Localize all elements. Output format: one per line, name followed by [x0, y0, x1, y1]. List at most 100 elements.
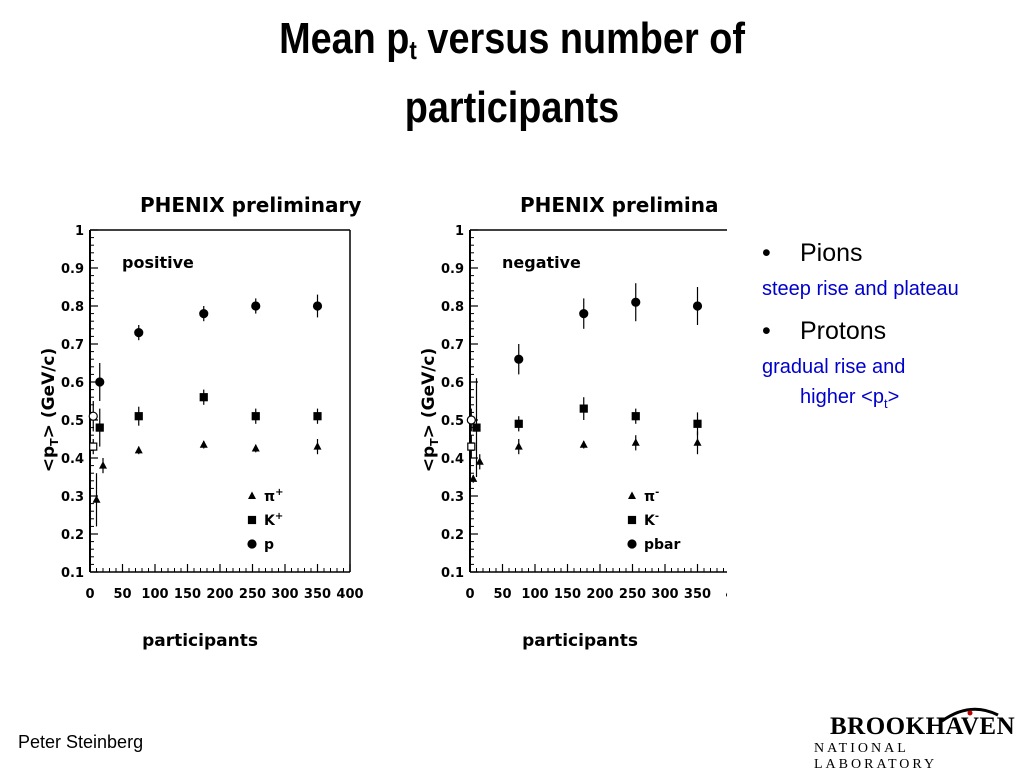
legend-label-text: pbar — [644, 537, 680, 553]
legend-label-sup: - — [655, 487, 659, 498]
y-tick-label: 0.9 — [441, 262, 464, 277]
y-tick-label: 0.7 — [61, 338, 84, 353]
bullet-list: • Pions steep rise and plateau • Protons g… — [762, 236, 1012, 429]
x-tick-label: 0 — [85, 587, 94, 602]
y-tick-label: 0.5 — [61, 414, 84, 429]
x-tick-label: 300 — [271, 587, 298, 602]
legend-label-π-: π- — [644, 487, 659, 505]
y-tick-label: 0.9 — [61, 262, 84, 277]
data-point — [251, 301, 261, 311]
x-tick-label: 250 — [239, 587, 266, 602]
legend-label-sup: + — [275, 511, 283, 522]
x-tick-label: 350 — [304, 587, 331, 602]
legend-marker-π+ — [248, 491, 256, 499]
x-tick-label: 50 — [113, 587, 131, 602]
y-axis-label-sub: T — [48, 438, 61, 446]
data-point — [693, 419, 702, 428]
open-point-group — [467, 435, 476, 458]
bullet-pions: • Pions — [762, 239, 863, 267]
data-point — [312, 301, 323, 311]
data-point — [134, 412, 143, 421]
x-tick-label: 350 — [684, 587, 711, 602]
data-point — [251, 444, 260, 452]
open-point-group — [89, 439, 98, 455]
series-K+ — [95, 389, 322, 447]
legend-label-text: π — [644, 489, 655, 505]
y-tick-label: 0.3 — [61, 490, 84, 505]
y-tick-label: 0.2 — [441, 528, 464, 543]
title-line-1: Mean pt versus number of — [279, 14, 745, 65]
legend-marker-p — [247, 539, 257, 549]
x-tick-label: 250 — [619, 587, 646, 602]
x-tick-label: 400 — [336, 587, 363, 602]
y-axis-label-b: > (GeV/c) — [40, 348, 59, 439]
y-axis-label: <pT> (GeV/c) — [40, 348, 61, 473]
legend-marker-π- — [628, 491, 636, 499]
y-tick-label: 0.4 — [61, 452, 84, 467]
x-tick-label: 200 — [206, 587, 233, 602]
y-axis-label: <pT> (GeV/c) — [420, 348, 441, 473]
legend-marker-pbar — [627, 539, 637, 549]
legend-label-sup: - — [655, 511, 659, 522]
x-tick-label: 100 — [141, 587, 168, 602]
series-K- — [472, 378, 702, 477]
legend-label-pbar: pbar — [644, 537, 680, 553]
chart-title: PHENIX preliminary — [140, 193, 361, 217]
data-point — [95, 377, 105, 387]
open-data-point — [467, 442, 476, 451]
y-tick-label: 1 — [455, 224, 464, 239]
x-axis-label: participants — [522, 631, 638, 651]
data-point — [199, 393, 208, 402]
x-tick-label: 0 — [465, 587, 474, 602]
chart-negative: PHENIX prelimina 0.1 0.2 0.3 0.4 0.5 0.6 0.7 0.8… — [420, 180, 727, 660]
data-point — [631, 297, 641, 307]
data-point — [313, 412, 322, 421]
open-data-point — [88, 411, 98, 421]
bullet-pions-detail: steep rise and plateau — [762, 278, 959, 300]
x-tick-label: 150 — [174, 587, 201, 602]
data-point — [579, 440, 588, 448]
data-point — [579, 404, 588, 413]
y-tick-label: 0.1 — [441, 566, 464, 581]
data-point — [631, 438, 640, 446]
data-point — [95, 423, 104, 432]
bullet-protons: • Protons — [762, 317, 887, 345]
y-tick-label: 0.6 — [61, 376, 84, 391]
data-point — [579, 309, 589, 319]
y-axis-label-a: <p — [40, 446, 59, 472]
series-p — [95, 294, 323, 401]
legend-label-text: K — [644, 513, 656, 529]
x-axis-label: participants — [142, 631, 258, 651]
chart-svg: PHENIX prelimina 0.1 0.2 0.3 0.4 0.5 0.6 0.7 0.8… — [420, 193, 727, 651]
chart-positive: PHENIX preliminary 0.1 0.2 0.3 0.4 0.5 0.6 0.7 0… — [39, 180, 370, 660]
y-tick-label: 1 — [75, 224, 84, 239]
title-line-2: participants — [404, 83, 620, 132]
logo-text-top: BROOKHAVEN — [830, 713, 1016, 740]
data-point — [313, 442, 322, 450]
legend-label-text: p — [264, 537, 274, 553]
x-tick-label: 200 — [586, 587, 613, 602]
data-point — [631, 412, 640, 421]
y-tick-label: 0.6 — [441, 376, 464, 391]
data-point — [99, 461, 107, 469]
panel-label: positive — [122, 253, 194, 272]
y-tick-label: 0.2 — [61, 528, 84, 543]
author-name: Peter Steinberg — [18, 732, 144, 752]
x-tick-label: 50 — [493, 587, 511, 602]
y-tick-label: 0.7 — [441, 338, 464, 353]
y-tick-label: 0.1 — [61, 566, 84, 581]
legend-label-text: K — [264, 513, 276, 529]
x-tick-label: 150 — [554, 587, 581, 602]
series-pbar — [514, 283, 703, 375]
brookhaven-logo: BROOKHAVEN NATIONAL LABORATORY — [812, 705, 1016, 772]
bullet-protons-detail: gradual rise and higher <pt> — [762, 356, 906, 411]
data-point — [134, 328, 144, 338]
data-point — [199, 440, 208, 448]
slide-title: Mean pt versus number of participants — [72, 10, 953, 137]
y-tick-label: 0.5 — [441, 414, 464, 429]
legend-label-π+: π+ — [264, 487, 283, 505]
chart-title: PHENIX prelimina — [520, 193, 719, 217]
legend-marker-K- — [627, 515, 637, 525]
data-point — [134, 445, 143, 454]
panel-label: negative — [502, 253, 581, 272]
